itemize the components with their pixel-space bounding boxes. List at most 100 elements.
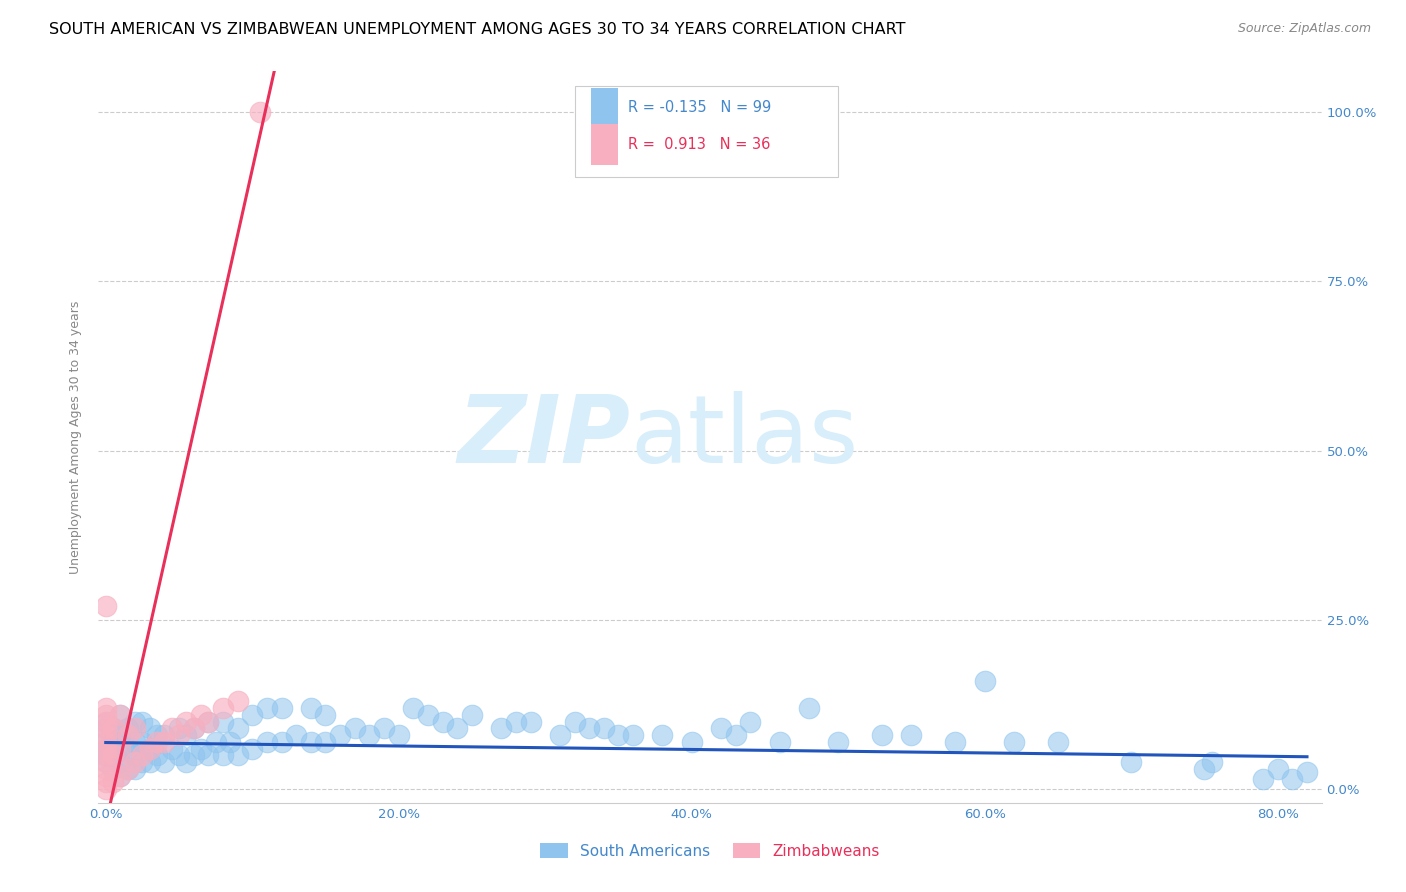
Point	[94, 755, 117, 769]
Point	[101, 721, 124, 735]
Point	[1251, 772, 1274, 786]
Point	[240, 741, 263, 756]
Point	[1046, 735, 1069, 749]
Point	[167, 748, 190, 763]
Point	[446, 721, 468, 735]
Point	[519, 714, 541, 729]
Point	[110, 728, 132, 742]
Point	[621, 728, 644, 742]
Point	[1194, 762, 1216, 776]
Point	[101, 775, 124, 789]
Point	[94, 748, 117, 763]
Point	[117, 762, 139, 776]
Point	[1201, 755, 1223, 769]
Point	[900, 728, 922, 742]
Point	[94, 721, 117, 735]
Text: R = -0.135   N = 99: R = -0.135 N = 99	[628, 101, 772, 115]
Point	[212, 701, 235, 715]
Point	[94, 728, 117, 742]
Point	[343, 721, 366, 735]
Point	[373, 721, 395, 735]
Y-axis label: Unemployment Among Ages 30 to 34 years: Unemployment Among Ages 30 to 34 years	[69, 301, 83, 574]
Point	[548, 728, 571, 742]
Point	[710, 721, 733, 735]
Point	[197, 748, 219, 763]
FancyBboxPatch shape	[592, 87, 619, 128]
Point	[94, 748, 117, 763]
Point	[256, 735, 278, 749]
Point	[110, 707, 132, 722]
Point	[117, 721, 139, 735]
Point	[94, 735, 117, 749]
Point	[197, 714, 219, 729]
Point	[94, 762, 117, 776]
Point	[249, 105, 271, 120]
Point	[101, 721, 124, 735]
Point	[94, 707, 117, 722]
Point	[240, 707, 263, 722]
Point	[768, 735, 790, 749]
Point	[299, 735, 322, 749]
Point	[1281, 772, 1303, 786]
Point	[131, 755, 153, 769]
Point	[94, 721, 117, 735]
Point	[94, 701, 117, 715]
Text: Source: ZipAtlas.com: Source: ZipAtlas.com	[1237, 22, 1371, 36]
Point	[314, 707, 336, 722]
Point	[101, 735, 124, 749]
Point	[226, 721, 249, 735]
Point	[153, 755, 176, 769]
Text: ZIP: ZIP	[457, 391, 630, 483]
Point	[153, 728, 176, 742]
Point	[226, 694, 249, 708]
Point	[131, 735, 153, 749]
Text: SOUTH AMERICAN VS ZIMBABWEAN UNEMPLOYMENT AMONG AGES 30 TO 34 YEARS CORRELATION : SOUTH AMERICAN VS ZIMBABWEAN UNEMPLOYMEN…	[49, 22, 905, 37]
Point	[285, 728, 308, 742]
Point	[197, 714, 219, 729]
Point	[461, 707, 484, 722]
FancyBboxPatch shape	[575, 86, 838, 178]
Point	[94, 741, 117, 756]
Point	[117, 728, 139, 742]
Point	[226, 748, 249, 763]
Text: atlas: atlas	[630, 391, 859, 483]
Point	[1296, 765, 1319, 780]
Point	[101, 762, 124, 776]
Point	[256, 701, 278, 715]
Point	[183, 748, 205, 763]
Point	[94, 769, 117, 783]
Point	[131, 714, 153, 729]
Point	[124, 721, 146, 735]
Point	[146, 735, 169, 749]
Point	[124, 755, 146, 769]
Point	[167, 728, 190, 742]
Point	[973, 673, 995, 688]
Point	[138, 721, 160, 735]
Point	[870, 728, 893, 742]
Point	[270, 735, 292, 749]
Point	[160, 741, 183, 756]
Point	[124, 762, 146, 776]
Point	[416, 707, 439, 722]
Point	[94, 741, 117, 756]
Point	[160, 721, 183, 735]
Point	[117, 741, 139, 756]
Point	[94, 714, 117, 729]
Point	[110, 741, 132, 756]
Point	[94, 775, 117, 789]
Point	[1121, 755, 1143, 769]
Point	[131, 748, 153, 763]
Point	[146, 748, 169, 763]
Point	[124, 748, 146, 763]
Point	[190, 741, 212, 756]
Point	[190, 707, 212, 722]
Point	[219, 735, 242, 749]
Point	[183, 721, 205, 735]
Point	[299, 701, 322, 715]
Point	[176, 755, 198, 769]
Point	[110, 769, 132, 783]
Point	[797, 701, 820, 715]
Legend: South Americans, Zimbabweans: South Americans, Zimbabweans	[534, 837, 886, 864]
Point	[681, 735, 703, 749]
FancyBboxPatch shape	[592, 124, 619, 165]
